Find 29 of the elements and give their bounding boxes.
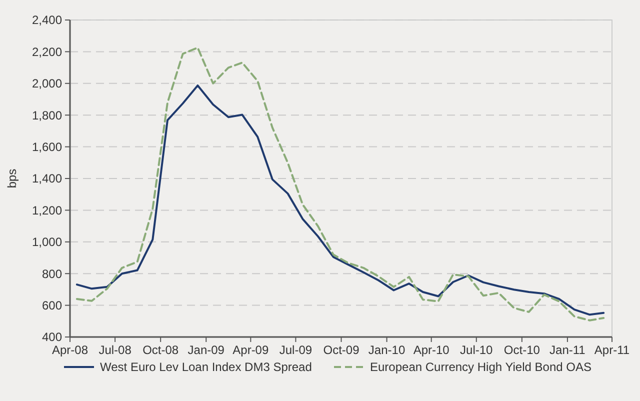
y-tick-label: 1,000 (32, 235, 62, 250)
legend-label: European Currency High Yield Bond OAS (370, 360, 592, 374)
y-axis-title: bps (5, 168, 19, 188)
line-series (76, 84, 605, 316)
y-tick-label: 2,400 (32, 13, 62, 28)
y-tick-label: 800 (42, 266, 62, 281)
y-tick-label: 2,000 (32, 76, 62, 91)
x-tick-label: Oct-08 (142, 343, 179, 357)
x-tick-label: Oct-10 (504, 343, 540, 357)
x-tick-label: Apr-10 (413, 343, 450, 357)
x-tick-label: Apr-09 (232, 343, 269, 357)
x-tick-label: Jan-09 (188, 343, 225, 357)
y-tick-label: 400 (42, 330, 62, 344)
x-tick-label: Jul-10 (460, 343, 494, 357)
x-tick-label: Jul-09 (279, 343, 312, 357)
x-tick-label: Oct-09 (323, 343, 360, 357)
x-tick-label: Jul-08 (98, 343, 132, 357)
y-tick-label: 1,600 (32, 140, 62, 154)
x-tick-label: Apr-11 (594, 343, 630, 357)
x-tick-label: Apr-08 (52, 343, 88, 357)
x-tick-label: Jan-10 (368, 343, 406, 357)
y-tick-label: 2,200 (32, 44, 62, 59)
y-tick-label: 1,800 (32, 108, 62, 122)
y-tick-label: 600 (42, 298, 62, 312)
line-series (76, 46, 605, 322)
legend-label: West Euro Lev Loan Index DM3 Spread (100, 360, 312, 374)
y-tick-label: 1,200 (32, 203, 62, 218)
y-tick-label: 1,400 (32, 172, 62, 186)
x-tick-label: Jan-11 (550, 343, 586, 357)
